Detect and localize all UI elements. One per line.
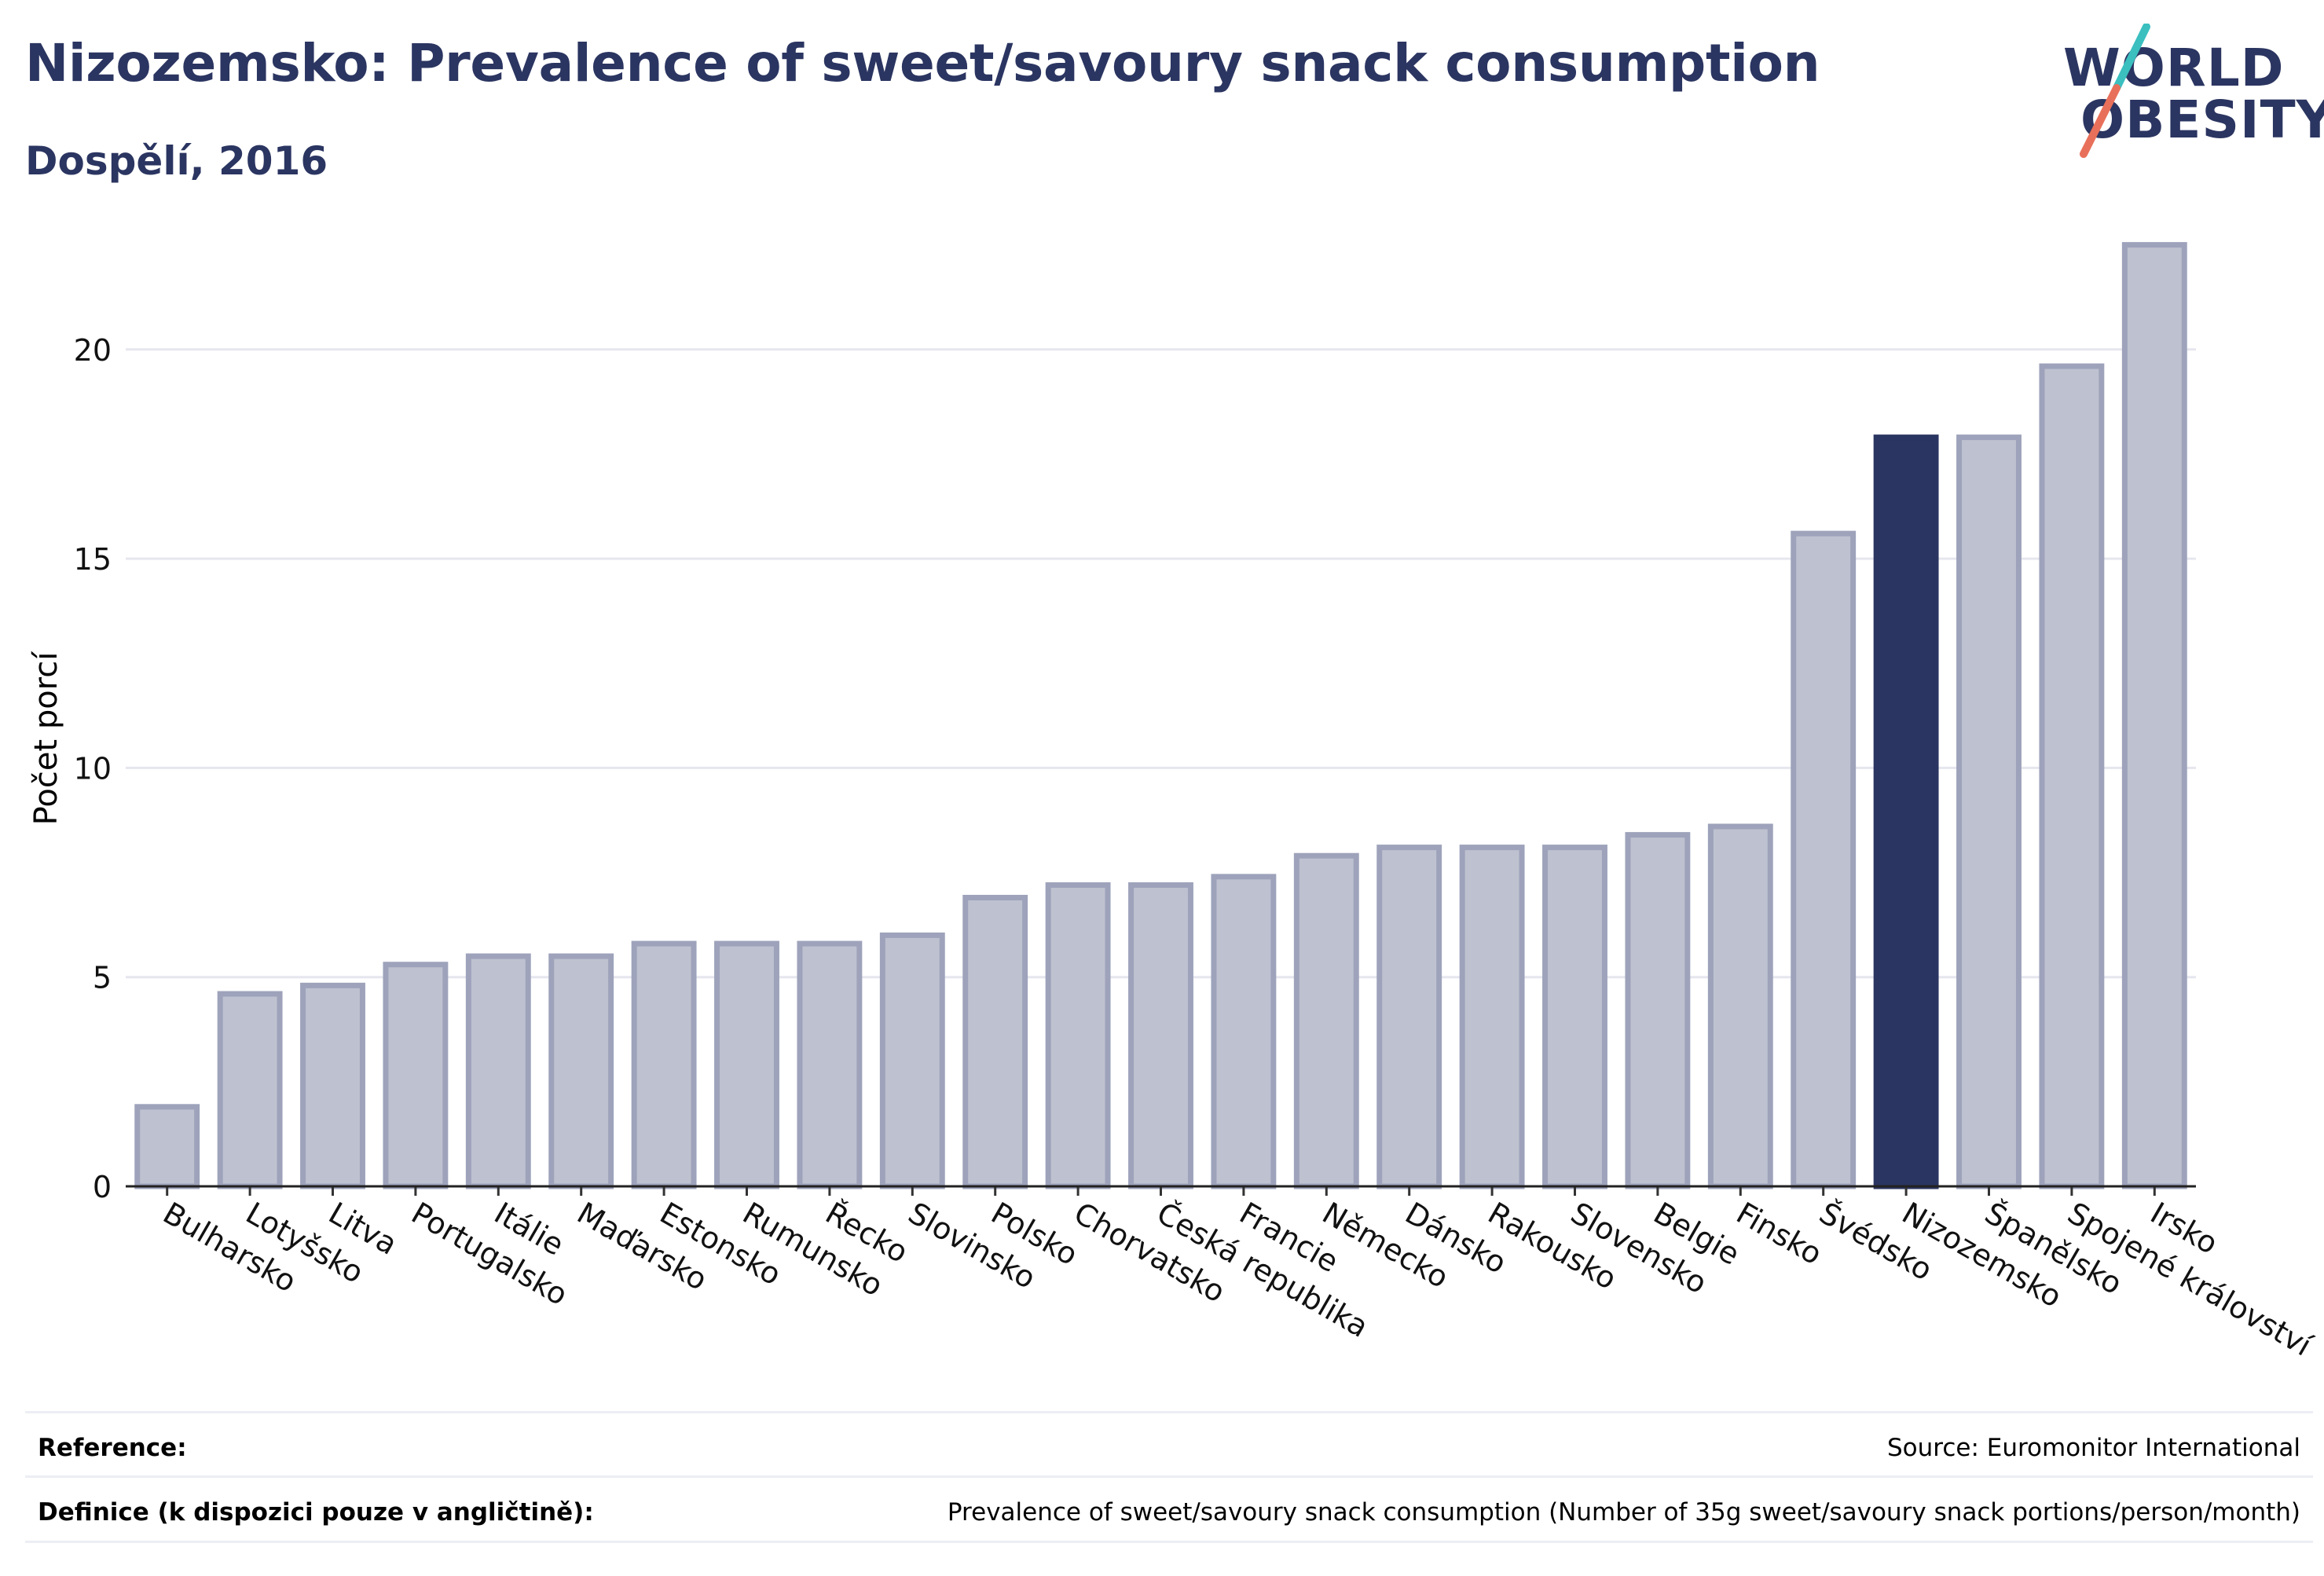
x-tick-label: Finsko (1731, 1196, 1828, 1272)
bar-belgie[interactable] (1625, 832, 1691, 1189)
bar-litva[interactable] (300, 982, 365, 1189)
bar-řecko[interactable] (797, 940, 863, 1189)
bar-estonsko[interactable] (631, 940, 697, 1189)
bar-lotyšsko[interactable] (217, 991, 283, 1189)
bar-francie[interactable] (1211, 874, 1277, 1189)
bar-slovensko[interactable] (1542, 845, 1607, 1189)
reference-row: Reference: Source: Euromonitor Internati… (25, 1411, 2313, 1476)
y-axis-label: Počet porcí (28, 651, 64, 826)
logo-slash-icon (2080, 24, 2150, 158)
definition-label: Definice (k dispozici pouze v angličtině… (38, 1498, 594, 1527)
reference-label: Reference: (38, 1434, 187, 1462)
reference-value: Source: Euromonitor International (1886, 1434, 2300, 1462)
chart-title: Nizozemsko: Prevalence of sweet/savoury … (25, 33, 1820, 93)
bar-bulharsko[interactable] (134, 1104, 200, 1189)
bar-španělsko[interactable] (1956, 434, 2022, 1189)
y-tick-label: 0 (93, 1170, 112, 1204)
bar-německo[interactable] (1293, 852, 1359, 1189)
bar-spojené-království[interactable] (2039, 363, 2105, 1189)
bars (134, 242, 2187, 1189)
chart-subtitle: Dospělí, 2016 (25, 138, 328, 184)
bar-dánsko[interactable] (1376, 845, 1442, 1189)
bar-švédsko[interactable] (1791, 530, 1857, 1189)
bar-rakousko[interactable] (1459, 845, 1525, 1189)
logo-line-2: OBESITY (2080, 90, 2324, 150)
bar-irsko[interactable] (2121, 242, 2187, 1189)
bar-česká-republika[interactable] (1128, 882, 1193, 1189)
definition-row: Definice (k dispozici pouze v angličtině… (25, 1475, 2313, 1543)
y-tick-label: 5 (93, 961, 112, 995)
world-obesity-logo[interactable]: WORLD OBESITY (2043, 24, 2324, 165)
definition-value: Prevalence of sweet/savoury snack consum… (947, 1498, 2300, 1527)
y-tick-label: 15 (74, 542, 112, 577)
bar-slovinsko[interactable] (879, 932, 945, 1189)
y-tick-label: 20 (74, 333, 112, 368)
bar-nizozemsko[interactable] (1873, 434, 1939, 1189)
bar-polsko[interactable] (962, 895, 1028, 1189)
bar-portugalsko[interactable] (383, 962, 449, 1189)
bar-itálie[interactable] (465, 953, 531, 1189)
bar-chorvatsko[interactable] (1045, 882, 1111, 1189)
bar-maďarsko[interactable] (548, 953, 614, 1189)
logo-line-1: WORLD (2063, 38, 2285, 98)
bar-finsko[interactable] (1707, 823, 1773, 1189)
bar-rumunsko[interactable] (714, 940, 779, 1189)
y-tick-label: 10 (74, 751, 112, 786)
